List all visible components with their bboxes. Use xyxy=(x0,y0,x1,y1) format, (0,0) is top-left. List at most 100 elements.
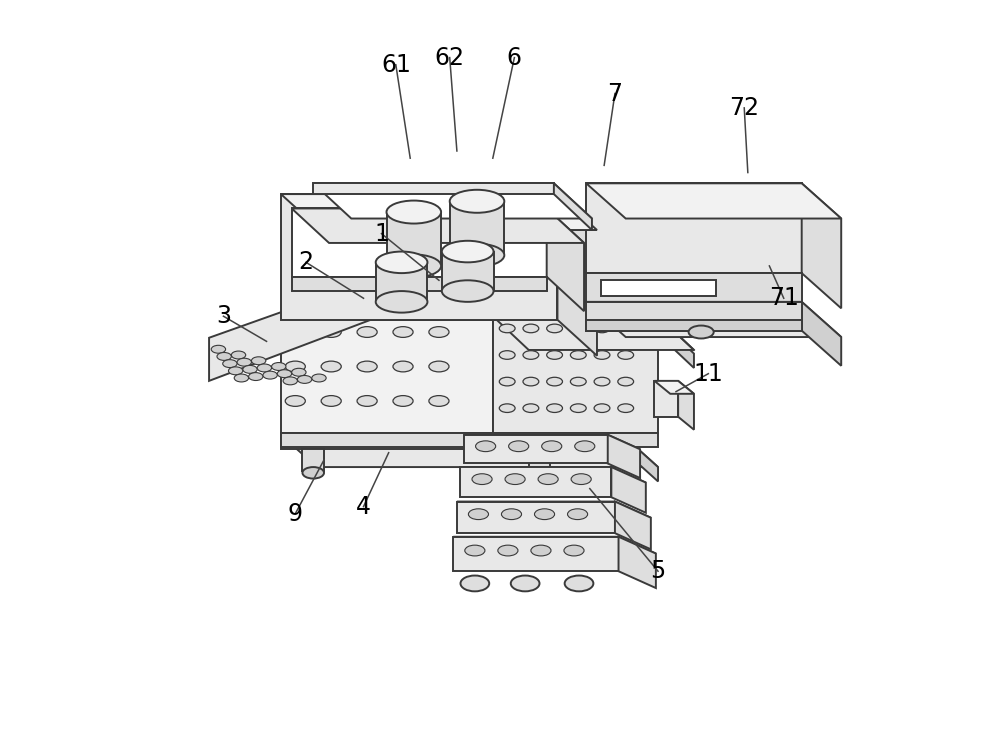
Ellipse shape xyxy=(538,474,558,485)
Polygon shape xyxy=(281,320,493,432)
Polygon shape xyxy=(586,302,841,337)
Ellipse shape xyxy=(618,324,634,333)
Text: 4: 4 xyxy=(356,495,371,518)
Polygon shape xyxy=(457,501,651,517)
Ellipse shape xyxy=(321,396,341,406)
Ellipse shape xyxy=(571,474,591,485)
Ellipse shape xyxy=(285,396,305,406)
Text: 62: 62 xyxy=(435,45,465,70)
Ellipse shape xyxy=(570,324,586,333)
Ellipse shape xyxy=(594,404,610,413)
Polygon shape xyxy=(802,302,841,366)
Ellipse shape xyxy=(594,324,610,333)
Text: 1: 1 xyxy=(374,221,389,246)
Polygon shape xyxy=(457,501,615,533)
Ellipse shape xyxy=(277,369,292,377)
Polygon shape xyxy=(654,381,678,417)
Ellipse shape xyxy=(472,474,492,485)
Polygon shape xyxy=(586,302,802,331)
Polygon shape xyxy=(281,194,597,230)
Polygon shape xyxy=(586,273,802,302)
Polygon shape xyxy=(302,449,324,471)
Text: 11: 11 xyxy=(693,361,723,386)
Polygon shape xyxy=(493,320,658,432)
Polygon shape xyxy=(554,183,592,230)
Ellipse shape xyxy=(570,350,586,359)
Polygon shape xyxy=(464,435,608,463)
Polygon shape xyxy=(608,435,640,478)
Ellipse shape xyxy=(594,350,610,359)
Ellipse shape xyxy=(429,361,449,372)
Ellipse shape xyxy=(257,364,272,372)
Polygon shape xyxy=(292,277,547,291)
Polygon shape xyxy=(313,183,592,218)
Polygon shape xyxy=(654,381,694,394)
Ellipse shape xyxy=(357,361,377,372)
Polygon shape xyxy=(802,183,841,309)
Ellipse shape xyxy=(249,372,263,380)
Ellipse shape xyxy=(387,201,441,224)
Ellipse shape xyxy=(217,353,231,361)
Ellipse shape xyxy=(243,366,257,373)
Ellipse shape xyxy=(547,377,562,386)
Ellipse shape xyxy=(689,325,714,339)
Ellipse shape xyxy=(231,351,246,359)
Polygon shape xyxy=(622,435,658,482)
Ellipse shape xyxy=(465,545,485,556)
Polygon shape xyxy=(209,280,371,381)
Polygon shape xyxy=(387,212,441,266)
Polygon shape xyxy=(678,381,694,430)
Ellipse shape xyxy=(505,474,525,485)
Ellipse shape xyxy=(292,368,306,376)
Text: 72: 72 xyxy=(729,96,759,120)
Ellipse shape xyxy=(272,363,286,370)
Polygon shape xyxy=(292,208,584,243)
Ellipse shape xyxy=(523,350,539,359)
Polygon shape xyxy=(586,183,841,218)
Ellipse shape xyxy=(618,377,634,386)
Text: 61: 61 xyxy=(381,53,411,77)
Ellipse shape xyxy=(387,254,441,277)
Ellipse shape xyxy=(450,190,504,213)
Ellipse shape xyxy=(357,396,377,406)
Text: 7: 7 xyxy=(607,81,622,106)
Ellipse shape xyxy=(237,358,251,366)
Ellipse shape xyxy=(498,545,518,556)
Polygon shape xyxy=(586,320,802,331)
Ellipse shape xyxy=(523,404,539,413)
Polygon shape xyxy=(281,432,658,447)
Ellipse shape xyxy=(393,396,413,406)
Ellipse shape xyxy=(499,377,515,386)
Ellipse shape xyxy=(251,357,266,365)
Ellipse shape xyxy=(393,327,413,337)
Ellipse shape xyxy=(618,350,634,359)
Polygon shape xyxy=(292,208,547,277)
Ellipse shape xyxy=(234,374,249,382)
Polygon shape xyxy=(453,537,619,571)
Polygon shape xyxy=(619,537,656,588)
Polygon shape xyxy=(586,183,802,273)
Ellipse shape xyxy=(429,396,449,406)
Ellipse shape xyxy=(223,360,237,367)
Ellipse shape xyxy=(547,404,562,413)
Text: 9: 9 xyxy=(288,502,303,526)
Ellipse shape xyxy=(575,441,595,452)
Ellipse shape xyxy=(499,324,515,333)
Ellipse shape xyxy=(511,575,540,592)
Ellipse shape xyxy=(565,575,593,592)
Ellipse shape xyxy=(501,509,522,520)
Polygon shape xyxy=(460,467,646,482)
Ellipse shape xyxy=(542,441,562,452)
Ellipse shape xyxy=(499,350,515,359)
Ellipse shape xyxy=(357,327,377,337)
Polygon shape xyxy=(281,435,622,449)
Text: 5: 5 xyxy=(650,559,666,583)
Ellipse shape xyxy=(211,345,226,353)
Ellipse shape xyxy=(283,377,297,385)
Polygon shape xyxy=(313,183,554,194)
Ellipse shape xyxy=(376,291,427,313)
Polygon shape xyxy=(281,194,557,320)
Ellipse shape xyxy=(570,404,586,413)
Ellipse shape xyxy=(297,375,312,383)
Ellipse shape xyxy=(564,545,584,556)
